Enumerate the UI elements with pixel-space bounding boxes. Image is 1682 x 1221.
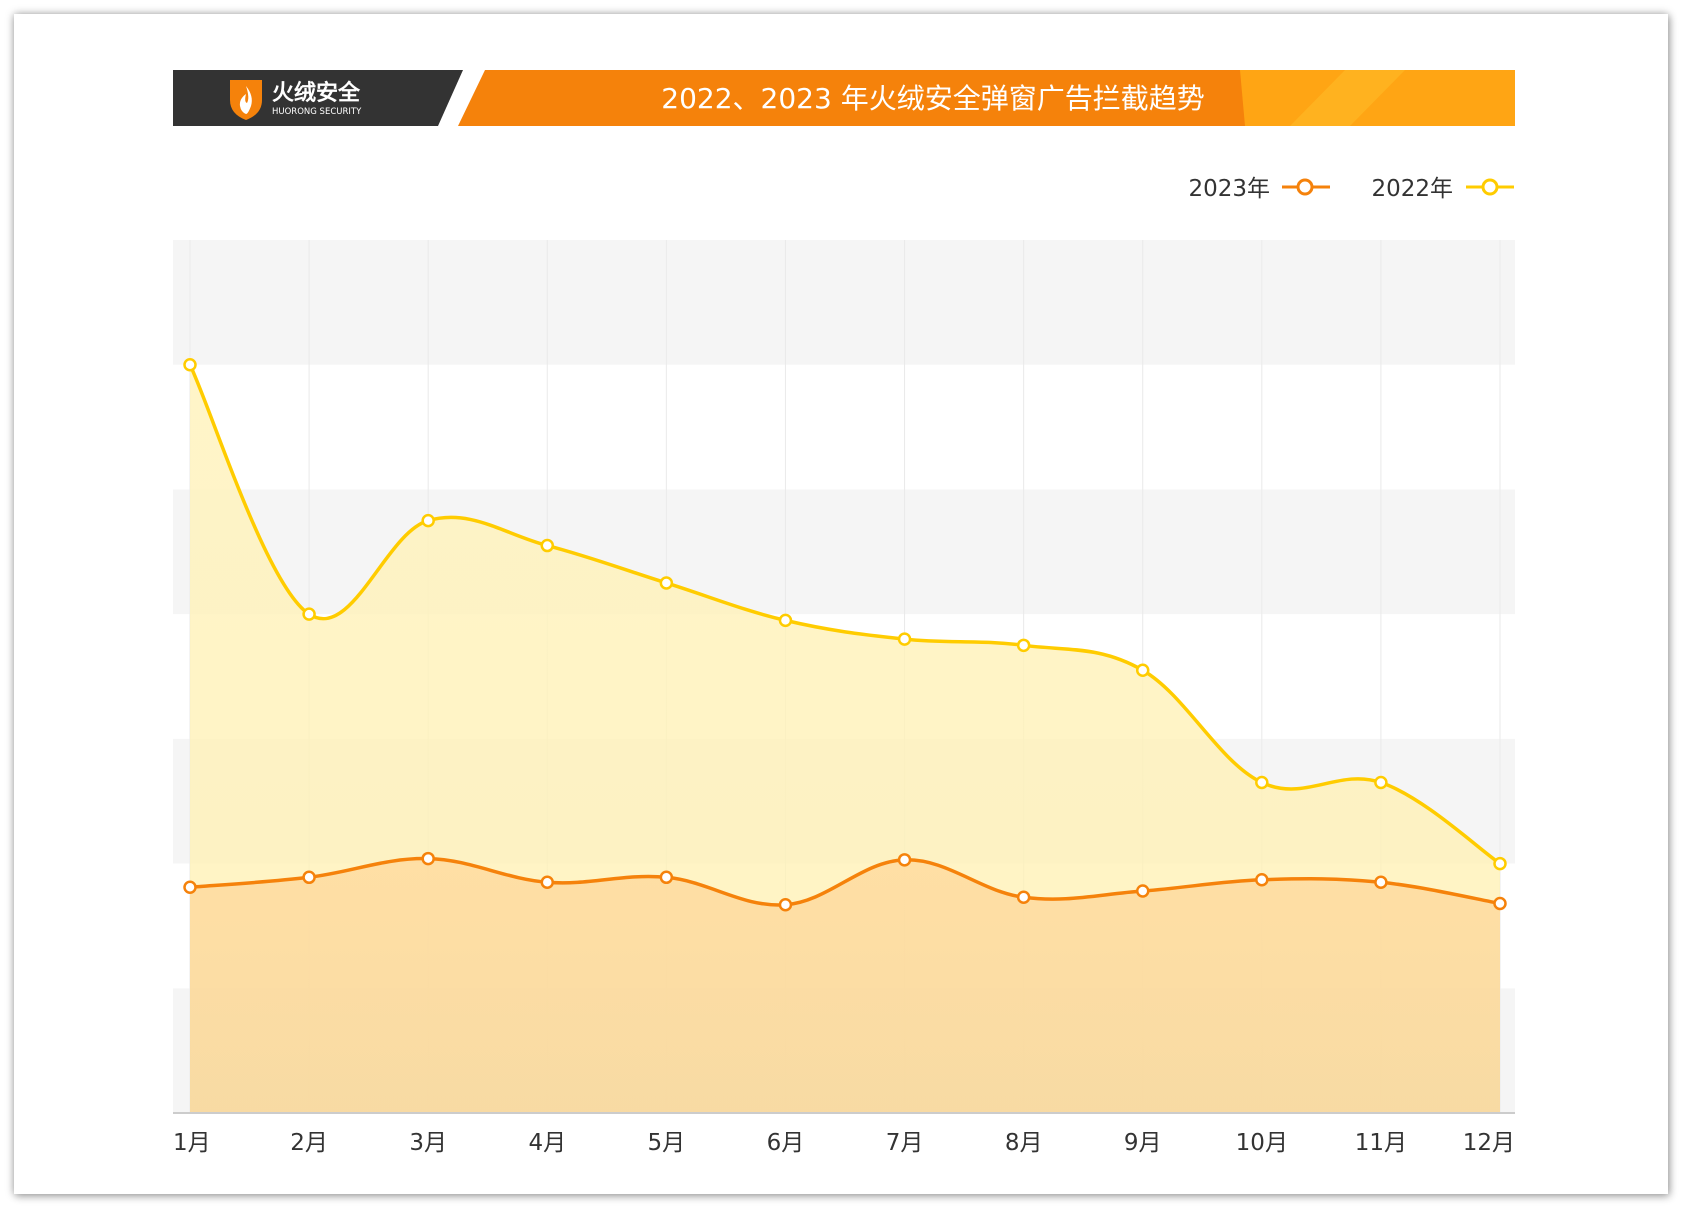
series-points [183,357,1507,912]
title-bar-stripe [1290,70,1405,126]
point-2023 [302,870,316,885]
legend-label-2022: 2022年 [1371,176,1453,202]
chart-title: 2022、2023 年火绒安全弹窗广告拦截趋势 [661,82,1204,115]
point-2022 [778,613,793,628]
x-tick-label: 9月 [1124,1130,1162,1156]
x-tick-label: 3月 [409,1130,447,1156]
grid-band [173,364,1515,490]
shield-logo-icon [230,80,262,120]
point-2023 [1493,896,1507,911]
point-2022 [540,538,555,553]
x-tick-labels: 1月 2月 3月 4月 5月 6月 7月 8月 9月 10月 11月 12月 [173,1130,1515,1156]
x-tick-label: 12月 [1463,1130,1515,1156]
point-2023 [1016,890,1031,904]
point-2023 [1374,875,1388,890]
point-2022 [897,632,912,646]
line-2023 [189,856,1501,907]
point-2023 [659,870,674,885]
x-tick-label: 10月 [1236,1130,1288,1156]
brand-subtitle: HUORONG SECURITY [272,107,362,117]
point-2022 [1016,638,1031,653]
point-2022 [302,607,316,621]
header-banner: 火绒安全 HUORONG SECURITY 2022、2023 年火绒安全弹窗广… [173,70,1515,126]
x-tick-label: 1月 [173,1130,211,1156]
x-tick-label: 8月 [1005,1130,1043,1156]
point-2022 [1374,775,1388,790]
series-areas [190,364,1500,1113]
point-2022 [1493,856,1507,871]
point-2023 [540,875,555,890]
point-2023 [897,853,912,867]
area-2023 [190,858,1500,1113]
point-2023 [1255,873,1269,887]
brand-name: 火绒安全 [272,80,361,106]
point-2022 [421,513,435,528]
x-tick-label: 5月 [648,1130,686,1156]
x-tick-label: 2月 [290,1130,328,1156]
line-2022 [188,363,1501,866]
point-2023 [183,880,197,895]
point-2022 [1255,775,1269,790]
point-2023 [421,851,435,866]
grid-band [173,240,1515,365]
point-2022 [659,576,674,590]
series-lines [188,363,1501,907]
x-tick-label: 11月 [1355,1130,1407,1156]
legend: 2023年 2022年 [1188,176,1514,202]
x-tick-label: 6月 [767,1130,805,1156]
x-tick-label: 7月 [886,1130,924,1156]
legend-marker-2022 [1481,178,1499,196]
x-tick-label: 4月 [528,1130,566,1156]
point-2022 [183,357,197,372]
legend-label-2023: 2023年 [1188,176,1270,202]
point-2023 [1135,884,1150,898]
legend-marker-2023 [1296,178,1314,196]
point-2023 [778,897,793,912]
point-2022 [1135,663,1150,678]
